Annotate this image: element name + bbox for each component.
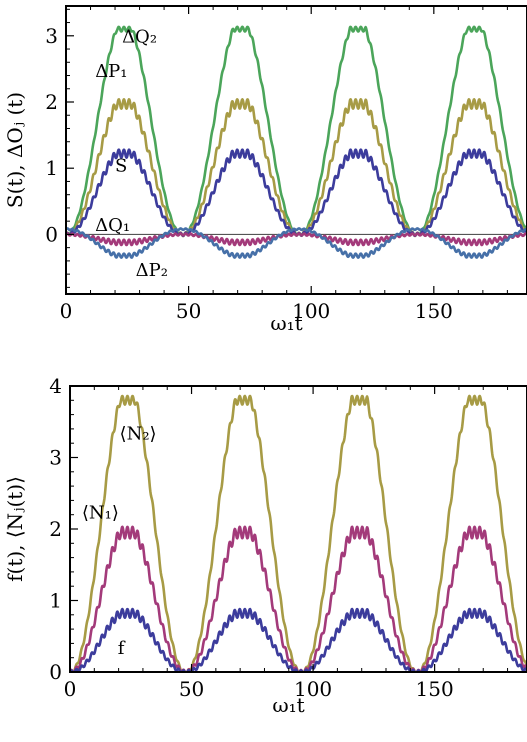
series-annotation-1: ⟨N₁⟩: [82, 502, 119, 523]
series-annotation-0: ⟨N₂⟩: [120, 424, 157, 445]
x-tick-label: 150: [415, 299, 453, 323]
series-annotation-3: ΔQ₁: [95, 215, 130, 236]
series-line-0: [70, 394, 527, 672]
y-tick-label: 2: [49, 517, 62, 541]
y-tick-label: 0: [49, 660, 62, 684]
series-annotation-2: S: [115, 156, 127, 177]
x-tick-label: 50: [176, 299, 201, 323]
series-annotation-1: ΔP₁: [95, 61, 127, 82]
x-tick-label: 0: [64, 677, 77, 701]
y-tick-label: 3: [45, 24, 58, 48]
x-tick-label: 0: [60, 299, 73, 323]
top-chart: 0 50 100 150 0 1 2 3 ω₁t S(t), ΔOⱼ (t) ΔQ₂ ΔP₁ S ΔQ₁ Δ…: [3, 5, 527, 335]
series-annotation-4: ΔP₂: [136, 260, 168, 281]
plot-frame: [65, 5, 527, 295]
series-line-4: [66, 227, 527, 259]
y-tick-label: 1: [49, 589, 62, 613]
y-tick-label: 3: [49, 446, 62, 470]
x-tick-label: 150: [416, 677, 454, 701]
series-line-2: [70, 607, 527, 672]
series-annotation-2: f: [118, 638, 126, 659]
series-annotation-0: ΔQ₂: [122, 26, 157, 47]
y-tick-label: 4: [49, 374, 62, 398]
y-axis-label: f(t), ⟨Nⱼ(t)⟩: [3, 476, 27, 582]
bottom-chart: 0 50 100 150 0 1 2 3 4 ω₁t f(t), ⟨Nⱼ(t)⟩ ⟨N₂⟩ ⟨N₁⟩ f: [3, 374, 527, 717]
x-tick-label: 100: [294, 677, 332, 701]
series-line-3: [66, 232, 527, 247]
x-tick-label: 100: [292, 299, 330, 323]
series-line-1: [70, 525, 527, 672]
x-axis-label: ω₁t: [270, 311, 302, 335]
x-tick-label: 50: [179, 677, 204, 701]
series-line-2: [66, 148, 527, 238]
y-axis-label: S(t), ΔOⱼ (t): [3, 92, 27, 208]
y-tick-label: 1: [45, 156, 58, 180]
y-tick-label: 2: [45, 90, 58, 114]
y-tick-label: 0: [45, 222, 58, 246]
x-axis-label: ω₁t: [272, 693, 304, 717]
